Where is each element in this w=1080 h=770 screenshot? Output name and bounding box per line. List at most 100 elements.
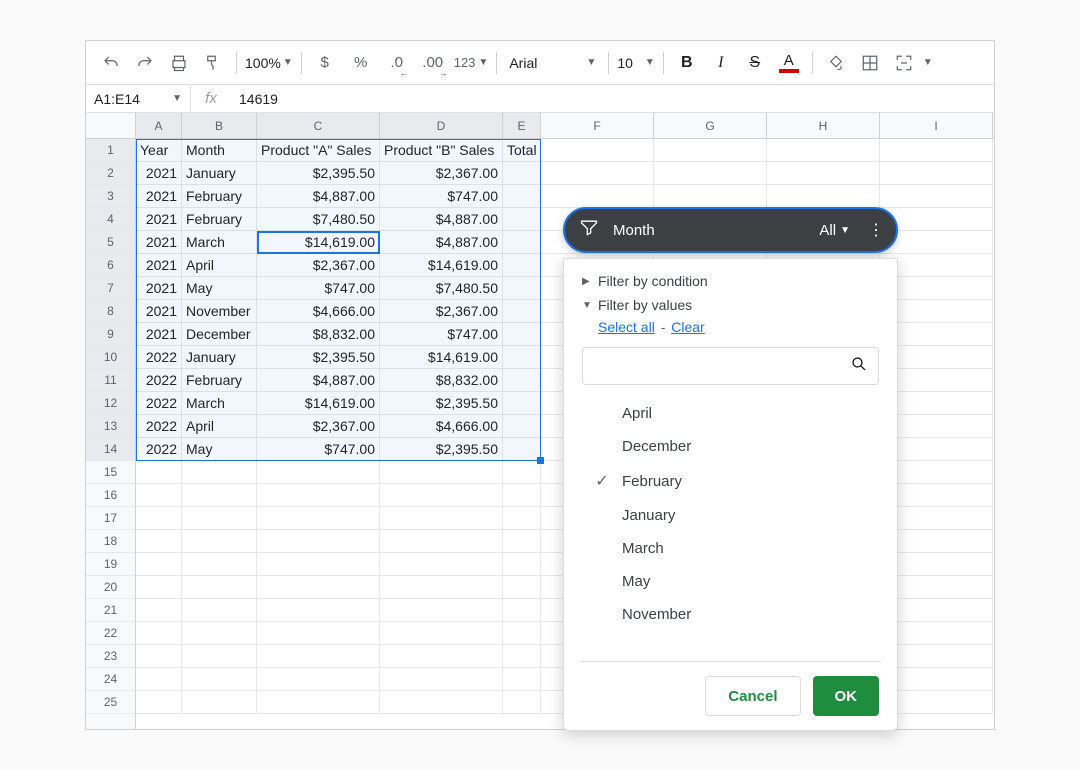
cell[interactable] [257, 668, 380, 691]
cell[interactable] [503, 346, 541, 369]
cell[interactable]: 2021 [136, 254, 182, 277]
cell[interactable] [182, 599, 257, 622]
cell[interactable] [380, 461, 503, 484]
cell[interactable]: February [182, 369, 257, 392]
cell[interactable] [257, 553, 380, 576]
cell[interactable]: 2021 [136, 231, 182, 254]
filter-search[interactable] [582, 347, 879, 385]
cell[interactable]: 2021 [136, 300, 182, 323]
column-header[interactable]: A [136, 113, 182, 138]
cell[interactable] [182, 461, 257, 484]
borders-button[interactable] [855, 48, 885, 78]
cell[interactable] [767, 162, 880, 185]
percent-button[interactable]: % [346, 48, 376, 78]
filter-by-values-row[interactable]: ▼ Filter by values [564, 293, 897, 317]
ok-button[interactable]: OK [813, 676, 880, 716]
cell[interactable]: $2,367.00 [257, 254, 380, 277]
undo-button[interactable] [96, 48, 126, 78]
row-header[interactable]: 10 [86, 346, 135, 369]
column-header[interactable]: C [257, 113, 380, 138]
cell[interactable] [503, 576, 541, 599]
cell[interactable] [503, 231, 541, 254]
cell[interactable] [136, 645, 182, 668]
filter-value-item[interactable]: December [564, 430, 897, 463]
cell[interactable]: 2021 [136, 323, 182, 346]
cell[interactable] [503, 415, 541, 438]
cell[interactable] [136, 668, 182, 691]
cell[interactable] [503, 277, 541, 300]
format-more-button[interactable]: 123▼ [454, 55, 489, 70]
cell[interactable]: $2,367.00 [380, 300, 503, 323]
cell[interactable] [136, 530, 182, 553]
cell[interactable]: $4,887.00 [257, 369, 380, 392]
cell[interactable] [182, 622, 257, 645]
cell[interactable] [136, 576, 182, 599]
text-color-button[interactable]: A [774, 48, 804, 78]
cell[interactable] [257, 530, 380, 553]
row-header[interactable]: 13 [86, 415, 135, 438]
cell[interactable]: Product "B" Sales [380, 139, 503, 162]
cell[interactable]: $4,887.00 [257, 185, 380, 208]
cell[interactable] [380, 599, 503, 622]
cell[interactable] [380, 668, 503, 691]
cell[interactable] [503, 599, 541, 622]
cancel-button[interactable]: Cancel [705, 676, 800, 716]
row-header[interactable]: 7 [86, 277, 135, 300]
cell[interactable]: $8,832.00 [380, 369, 503, 392]
cell[interactable]: Product "A" Sales [257, 139, 380, 162]
row-header[interactable]: 16 [86, 484, 135, 507]
cell[interactable] [380, 576, 503, 599]
cell[interactable]: $7,480.50 [257, 208, 380, 231]
cell[interactable] [503, 461, 541, 484]
cell[interactable] [136, 691, 182, 714]
cell[interactable] [880, 185, 993, 208]
cell[interactable]: 2022 [136, 369, 182, 392]
cell[interactable]: $4,887.00 [380, 231, 503, 254]
bold-button[interactable]: B [672, 48, 702, 78]
row-header[interactable]: 6 [86, 254, 135, 277]
row-header[interactable]: 21 [86, 599, 135, 622]
zoom-select[interactable]: 100% ▼ [245, 55, 293, 71]
cell[interactable] [380, 645, 503, 668]
row-header[interactable]: 25 [86, 691, 135, 714]
formula-input[interactable] [231, 85, 994, 112]
italic-button[interactable]: I [706, 48, 736, 78]
column-header[interactable]: D [380, 113, 503, 138]
row-header[interactable]: 2 [86, 162, 135, 185]
cell[interactable] [182, 530, 257, 553]
cell[interactable] [136, 484, 182, 507]
row-header[interactable]: 24 [86, 668, 135, 691]
cell[interactable]: Month [182, 139, 257, 162]
merge-button[interactable] [889, 48, 919, 78]
cell[interactable] [380, 484, 503, 507]
filter-value-item[interactable]: May [564, 565, 897, 598]
cell[interactable] [503, 530, 541, 553]
row-header[interactable]: 1 [86, 139, 135, 162]
filter-chip[interactable]: Month All ▼ ⋮ [563, 207, 898, 253]
filter-value-item[interactable]: November [564, 598, 897, 631]
increase-decimal-button[interactable]: .00→ [418, 48, 448, 78]
font-size-select[interactable]: 10 ▼ [617, 55, 654, 71]
row-header[interactable]: 19 [86, 553, 135, 576]
cell[interactable]: February [182, 185, 257, 208]
row-header[interactable]: 23 [86, 645, 135, 668]
cell[interactable] [503, 185, 541, 208]
cell[interactable] [767, 139, 880, 162]
cell[interactable] [503, 323, 541, 346]
cell[interactable]: $7,480.50 [380, 277, 503, 300]
cell[interactable] [503, 438, 541, 461]
cell[interactable] [182, 691, 257, 714]
cell[interactable] [257, 484, 380, 507]
cell[interactable]: $747.00 [380, 185, 503, 208]
row-header[interactable]: 8 [86, 300, 135, 323]
cell[interactable] [380, 622, 503, 645]
column-header[interactable]: F [541, 113, 654, 138]
cell[interactable] [654, 162, 767, 185]
filter-by-condition-row[interactable]: ▶ Filter by condition [564, 269, 897, 293]
cell[interactable] [503, 622, 541, 645]
cell[interactable] [503, 369, 541, 392]
cell[interactable]: $2,395.50 [380, 392, 503, 415]
cell[interactable] [182, 645, 257, 668]
cell[interactable]: $2,395.50 [257, 162, 380, 185]
row-header[interactable]: 14 [86, 438, 135, 461]
